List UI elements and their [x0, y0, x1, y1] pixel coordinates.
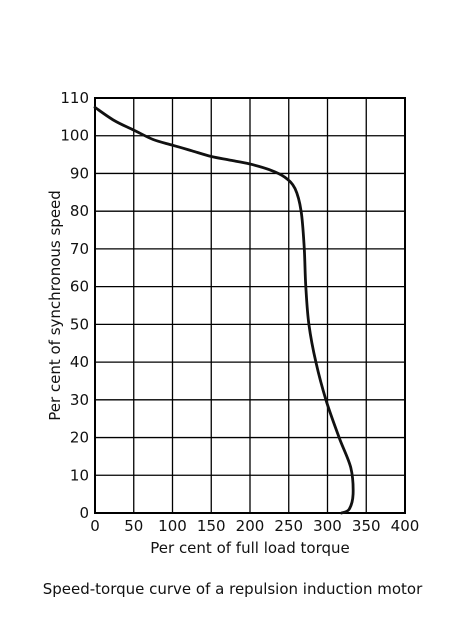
x-axis-title: Per cent of full load torque: [150, 539, 349, 557]
y-tick-label: 70: [70, 240, 89, 258]
y-tick-label: 50: [70, 315, 89, 333]
y-tick-label: 40: [70, 353, 89, 371]
grid: [94, 97, 406, 514]
x-tick-label: 100: [158, 517, 187, 535]
chart-svg: 0 50 100 150 200 250 300 350 400 0 10 20 30 40 50 60 70 8…: [46, 89, 419, 557]
y-tick-label: 10: [70, 466, 89, 484]
x-tick-label: 300: [313, 517, 342, 535]
y-tick-label: 90: [70, 164, 89, 182]
y-tick-label: 80: [70, 202, 89, 220]
x-tick-label: 400: [391, 517, 420, 535]
x-tick-label: 250: [274, 517, 303, 535]
y-tick-label: 20: [70, 429, 89, 447]
y-axis-title: Per cent of synchronous speed: [46, 190, 64, 421]
x-tick-label: 200: [236, 517, 265, 535]
y-tick-label: 30: [70, 391, 89, 409]
tick-labels: 0 50 100 150 200 250 300 350 400 0 10 20 30 40 50 60 70 8…: [60, 89, 419, 535]
x-tick-label: 150: [197, 517, 226, 535]
y-tick-label: 100: [60, 127, 89, 145]
x-tick-label: 50: [124, 517, 143, 535]
chart-caption: Speed-torque curve of a repulsion induct…: [42, 580, 423, 598]
plot-frame: [94, 97, 406, 514]
x-tick-label: 0: [90, 517, 100, 535]
y-tick-label: 60: [70, 278, 89, 296]
y-tick-label: 110: [60, 89, 89, 107]
x-tick-label: 350: [352, 517, 381, 535]
series-layer: [93, 106, 355, 515]
speed-torque-curve: [93, 106, 355, 515]
y-tick-label: 0: [79, 504, 89, 522]
